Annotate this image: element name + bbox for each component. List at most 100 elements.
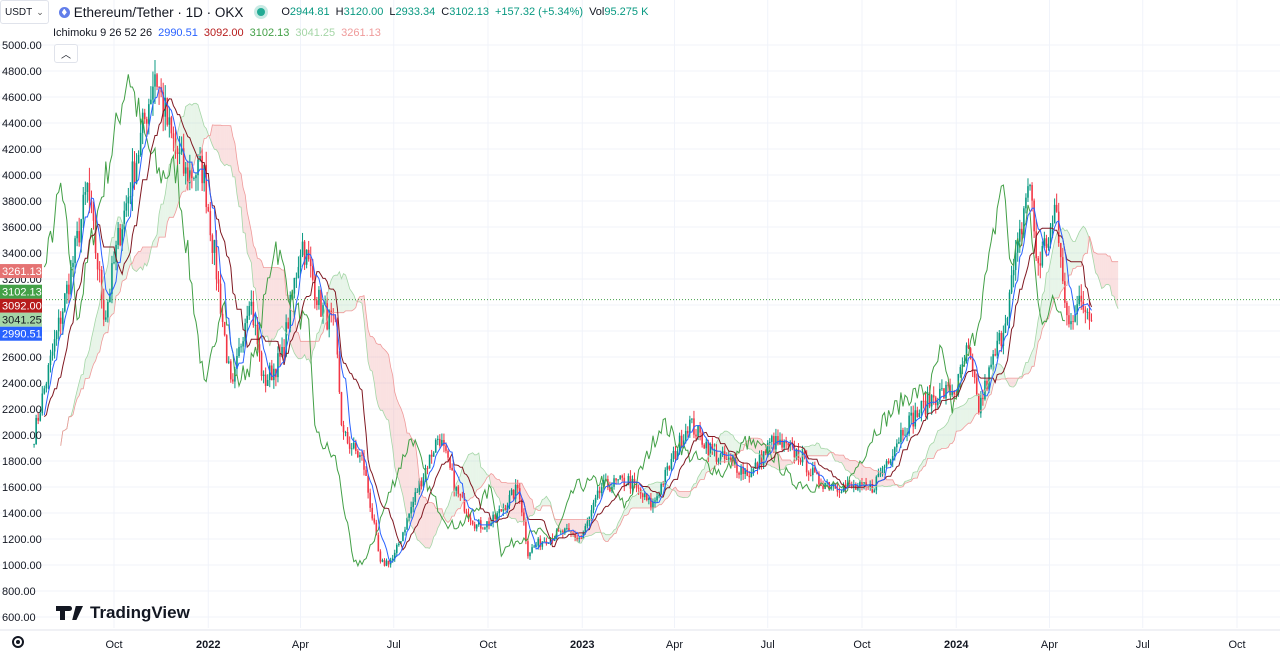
candle-body bbox=[162, 92, 164, 117]
candle-body bbox=[135, 163, 138, 184]
cloud-segment bbox=[277, 267, 280, 331]
cloud-segment bbox=[501, 482, 504, 509]
cloud-segment bbox=[169, 163, 172, 218]
cloud-segment bbox=[1068, 233, 1072, 275]
candle-body bbox=[281, 347, 283, 357]
candle-body bbox=[689, 419, 691, 434]
cloud-segment bbox=[134, 254, 137, 272]
candle-body bbox=[943, 388, 945, 399]
settings-icon[interactable] bbox=[12, 636, 24, 648]
market-open-indicator[interactable] bbox=[257, 8, 266, 16]
collapse-legend-button[interactable]: ︿ bbox=[54, 44, 78, 63]
price-tick-label: 1000.00 bbox=[2, 560, 42, 572]
candle-body bbox=[725, 459, 728, 460]
cloud-segment bbox=[839, 455, 842, 463]
cloud-segment bbox=[394, 392, 397, 476]
candle-body bbox=[869, 485, 871, 488]
candle-body bbox=[121, 229, 123, 246]
candle-body bbox=[1076, 304, 1078, 315]
candle-body bbox=[588, 516, 591, 522]
candle-body bbox=[699, 425, 701, 433]
candle-body bbox=[277, 353, 279, 378]
cloud-segment bbox=[974, 395, 977, 416]
candle-body bbox=[531, 547, 533, 553]
candle-body bbox=[934, 397, 937, 406]
cloud-segment bbox=[95, 311, 98, 361]
candle-body bbox=[320, 289, 322, 317]
candle-body bbox=[668, 466, 671, 470]
cloud-segment bbox=[386, 351, 389, 421]
candle-body bbox=[574, 534, 576, 539]
cloud-segment bbox=[593, 519, 596, 534]
ichimoku-legend[interactable]: Ichimoku 9 26 52 26 2990.51 3092.00 3102… bbox=[53, 27, 381, 39]
cloud-segment bbox=[491, 473, 494, 488]
cloud-segment bbox=[212, 124, 215, 150]
cloud-segment bbox=[810, 444, 813, 456]
candle-body bbox=[59, 317, 62, 324]
cloud-segment bbox=[851, 460, 854, 476]
candle-body bbox=[395, 545, 398, 553]
candle-body bbox=[635, 482, 638, 488]
currency-select[interactable]: USDT ⌄ bbox=[0, 0, 49, 24]
candle-body bbox=[457, 486, 460, 494]
candle-body bbox=[977, 394, 980, 414]
candle-body bbox=[1002, 332, 1005, 346]
price-tick-label: 1200.00 bbox=[2, 534, 42, 546]
candle-body bbox=[932, 395, 935, 398]
symbol-title[interactable]: Ethereum/Tether · 1D · OKX bbox=[73, 4, 244, 20]
candle-body bbox=[641, 493, 644, 498]
candle-body bbox=[750, 472, 753, 478]
candle-body bbox=[773, 436, 775, 450]
cloud-segment bbox=[132, 256, 135, 271]
cloud-segment bbox=[886, 479, 889, 487]
cloud-segment bbox=[636, 492, 639, 509]
candle-body bbox=[180, 148, 183, 153]
candle-body bbox=[172, 133, 175, 139]
candle-body bbox=[859, 481, 861, 487]
candle-body bbox=[199, 155, 201, 160]
price-tick-label: 4800.00 bbox=[2, 66, 42, 78]
candle-body bbox=[451, 467, 453, 471]
cloud-segment bbox=[1023, 362, 1026, 375]
candle-body bbox=[1057, 211, 1060, 243]
candle-body bbox=[449, 457, 451, 468]
candle-body bbox=[686, 430, 689, 434]
candle-body bbox=[311, 266, 314, 280]
cloud-segment bbox=[230, 125, 233, 177]
candle-body bbox=[406, 517, 408, 530]
price-tick-label: 3400.00 bbox=[2, 248, 42, 260]
candle-body bbox=[707, 441, 710, 456]
chart-grid bbox=[0, 0, 1280, 628]
cloud-segment bbox=[1083, 226, 1086, 256]
cloud-segment bbox=[503, 482, 506, 511]
candle-body bbox=[684, 430, 687, 441]
candle-body bbox=[695, 434, 697, 437]
price-badge bbox=[0, 312, 42, 327]
cloud-segment bbox=[241, 173, 244, 233]
senkou-a-value: 3041.25 bbox=[295, 27, 336, 39]
candle-body bbox=[656, 496, 658, 501]
candle-body bbox=[883, 466, 886, 468]
candle-body bbox=[945, 384, 947, 399]
candle-body bbox=[223, 321, 226, 336]
candle-body bbox=[1033, 200, 1035, 232]
cloud-segment bbox=[259, 258, 262, 329]
cloud-segment bbox=[345, 274, 348, 311]
cloud-segment bbox=[931, 442, 934, 459]
candle-body bbox=[510, 489, 513, 495]
candle-body bbox=[576, 538, 578, 540]
tradingview-watermark[interactable]: TradingView bbox=[56, 603, 190, 623]
time-tick-label: Apr bbox=[292, 639, 309, 651]
candle-body bbox=[240, 346, 242, 348]
ohlc-high: H 3120.00 bbox=[335, 6, 384, 18]
candle-body bbox=[109, 293, 111, 302]
candle-body bbox=[613, 478, 615, 487]
cloud-segment bbox=[198, 104, 201, 156]
candle-body bbox=[45, 383, 48, 389]
price-tick-label: 2400.00 bbox=[2, 378, 42, 390]
candle-body bbox=[270, 365, 273, 381]
candle-body bbox=[887, 461, 890, 464]
candle-body bbox=[783, 440, 785, 448]
candle-body bbox=[996, 340, 999, 356]
